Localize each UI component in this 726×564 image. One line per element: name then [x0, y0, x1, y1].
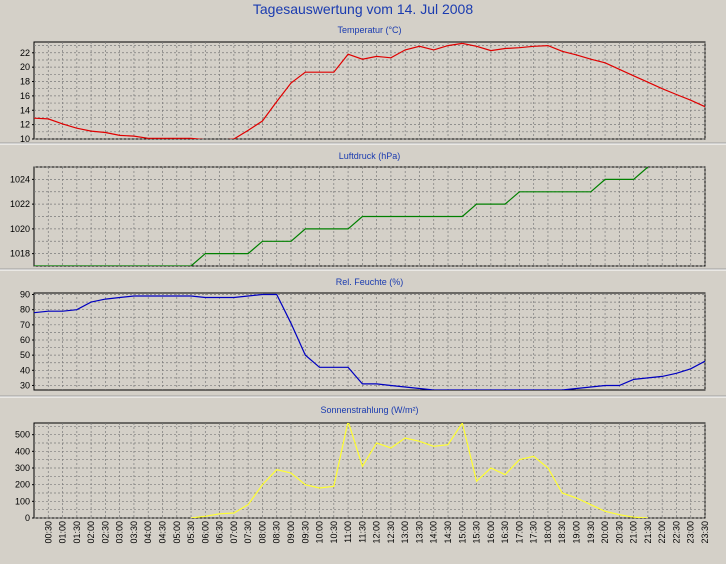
- x-tick-label: 18:00: [543, 521, 553, 544]
- y-tick-label: 16: [20, 91, 30, 101]
- x-tick-label: 15:30: [472, 521, 482, 544]
- plot-area: [33, 292, 706, 391]
- y-tick-label: 1024: [10, 174, 30, 184]
- y-tick-label: 400: [15, 446, 30, 456]
- x-tick-label: 14:00: [429, 521, 439, 544]
- x-tick-label: 09:00: [286, 521, 296, 544]
- series-line: [34, 167, 649, 266]
- x-tick-label: 07:00: [229, 521, 239, 544]
- chart-panel-2: Luftdruck (hPa) 1018 1020 1022 1024: [10, 151, 706, 267]
- series-line: [190, 423, 648, 518]
- x-tick-label: 03:00: [115, 521, 125, 544]
- y-tick-label: 0: [25, 513, 30, 523]
- x-tick-label: 16:00: [486, 521, 496, 544]
- y-tick-label: 90: [20, 290, 30, 300]
- y-tick-label: 80: [20, 305, 30, 315]
- x-tick-label: 01:30: [72, 521, 82, 544]
- x-tick-label: 06:00: [200, 521, 210, 544]
- y-tick-label: 14: [20, 105, 30, 115]
- x-tick-label: 09:30: [300, 521, 310, 544]
- x-tick-label: 19:00: [572, 521, 582, 544]
- x-tick-label: 23:30: [700, 521, 710, 544]
- chart-panel-3: Rel. Feuchte (%) 30 40 50 60 70 80 90: [20, 277, 706, 391]
- y-tick-label: 70: [20, 320, 30, 330]
- panel-title: Temperatur (°C): [337, 25, 401, 35]
- x-tick-label: 04:00: [143, 521, 153, 544]
- x-tick-label: 22:00: [657, 521, 667, 544]
- y-tick-label: 200: [15, 480, 30, 490]
- x-tick-label: 01:00: [58, 521, 68, 544]
- y-tick-label: 30: [20, 380, 30, 390]
- chart-panel-4: Sonnenstrahlung (W/m²) 0 100 200 300 400 500: [15, 405, 706, 523]
- y-tick-label: 22: [20, 48, 30, 58]
- x-tick-label: 05:00: [172, 521, 182, 544]
- y-tick-label: 40: [20, 365, 30, 375]
- y-tick-label: 300: [15, 463, 30, 473]
- y-tick-label: 1020: [10, 224, 30, 234]
- y-tick-label: 500: [15, 430, 30, 440]
- x-tick-label: 16:30: [500, 521, 510, 544]
- x-tick-label: 14:30: [443, 521, 453, 544]
- series-line: [34, 42, 705, 139]
- y-tick-label: 50: [20, 350, 30, 360]
- x-tick-label: 20:00: [600, 521, 610, 544]
- x-tick-label: 17:00: [514, 521, 524, 544]
- x-tick-label: 12:00: [372, 521, 382, 544]
- y-tick-label: 10: [20, 134, 30, 144]
- x-tick-label: 23:00: [686, 521, 696, 544]
- x-tick-label: 19:30: [586, 521, 596, 544]
- x-tick-label: 10:00: [315, 521, 325, 544]
- x-tick-label: 21:30: [643, 521, 653, 544]
- x-tick-label: 12:30: [386, 521, 396, 544]
- x-tick-label: 15:00: [457, 521, 467, 544]
- series-line: [34, 293, 705, 390]
- panel-title: Luftdruck (hPa): [339, 151, 401, 161]
- x-tick-label: 00:30: [43, 521, 53, 544]
- x-tick-label: 21:00: [629, 521, 639, 544]
- x-tick-label: 02:30: [100, 521, 110, 544]
- x-tick-label: 22:30: [671, 521, 681, 544]
- x-tick-label: 13:30: [414, 521, 424, 544]
- y-tick-label: 12: [20, 120, 30, 130]
- x-tick-label: 20:30: [614, 521, 624, 544]
- x-tick-label: 08:00: [257, 521, 267, 544]
- x-tick-label: 03:30: [129, 521, 139, 544]
- x-tick-label: 10:30: [329, 521, 339, 544]
- y-tick-label: 60: [20, 335, 30, 345]
- x-axis: 00:30 01:00 01:30 02:00 02:30 03:00 03:30 04:00…: [43, 521, 710, 544]
- page-title: Tagesauswertung vom 14. Jul 2008: [252, 1, 474, 17]
- x-tick-label: 07:30: [243, 521, 253, 544]
- y-tick-label: 18: [20, 77, 30, 87]
- x-tick-label: 18:30: [557, 521, 567, 544]
- panel-title: Rel. Feuchte (%): [336, 277, 404, 287]
- y-tick-label: 1018: [10, 249, 30, 259]
- x-tick-label: 11:00: [343, 521, 353, 543]
- x-tick-label: 02:00: [86, 521, 96, 544]
- y-tick-label: 100: [15, 496, 30, 506]
- x-tick-label: 05:30: [186, 521, 196, 544]
- x-tick-label: 08:30: [272, 521, 282, 544]
- plot-area: [33, 422, 706, 519]
- x-tick-label: 17:30: [529, 521, 539, 544]
- y-tick-label: 20: [20, 62, 30, 72]
- x-tick-label: 11:30: [357, 521, 367, 543]
- x-tick-label: 04:30: [157, 521, 167, 544]
- panel-title: Sonnenstrahlung (W/m²): [320, 405, 418, 415]
- x-tick-label: 13:00: [400, 521, 410, 544]
- y-tick-label: 1022: [10, 199, 30, 209]
- chart-panel-1: Temperatur (°C) 10 12 14 16 18 20 22: [20, 25, 706, 144]
- x-tick-label: 06:30: [215, 521, 225, 544]
